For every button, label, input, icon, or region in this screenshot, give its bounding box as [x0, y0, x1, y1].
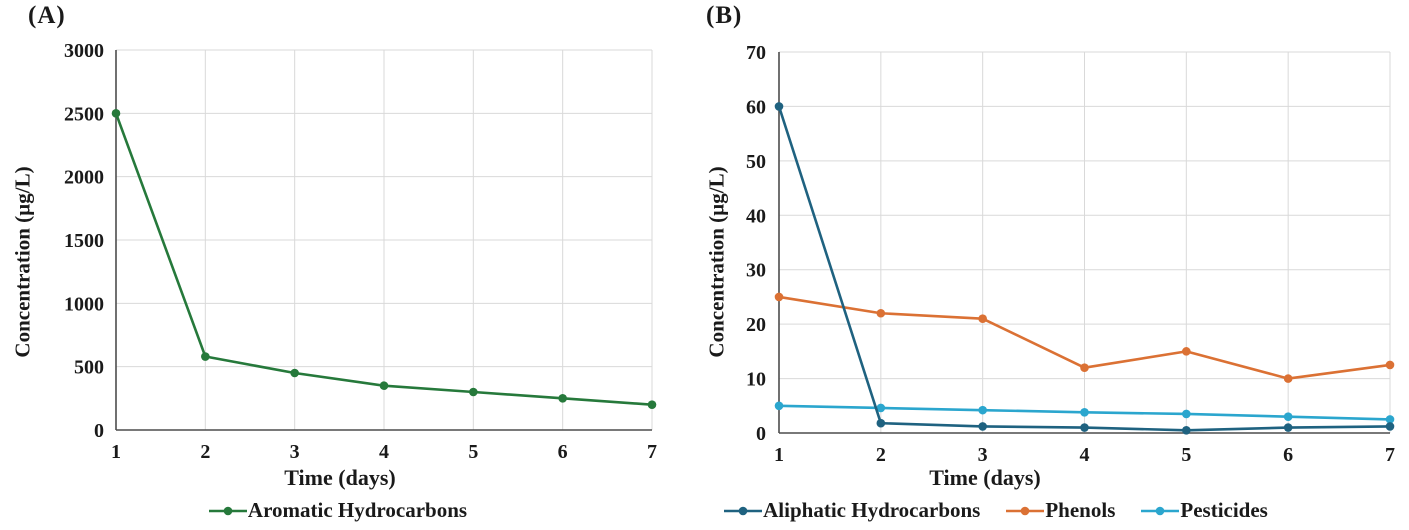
x-tick-label: 1: [111, 441, 121, 463]
y-tick-label: 50: [746, 151, 766, 173]
data-point-phenols: [1283, 374, 1293, 383]
y-tick-label: 0: [94, 420, 104, 442]
panel-b-x-axis-title: Time (days): [929, 465, 1041, 490]
legend-item-aromatic-hydrocarbons: Aromatic Hydrocarbons: [208, 498, 468, 523]
data-point-aliphatic-hydrocarbons: [1385, 422, 1395, 431]
y-tick-label: 3000: [64, 40, 104, 62]
legend-item-aliphatic-hydrocarbons: Aliphatic Hydrocarbons: [724, 498, 980, 523]
y-tick-label: 60: [746, 96, 766, 118]
legend-label: Phenols: [1045, 498, 1116, 522]
data-point-phenols: [876, 308, 886, 318]
data-point-phenols: [1080, 363, 1089, 372]
y-tick-label: 30: [746, 260, 766, 282]
y-tick-label: 20: [746, 314, 766, 336]
data-point-pesticides: [876, 403, 886, 413]
legend-label: Aliphatic Hydrocarbons: [763, 498, 981, 522]
y-tick-label: 1500: [64, 230, 104, 252]
x-tick-label: 5: [1181, 444, 1191, 466]
legend-marker-icon: [1006, 506, 1045, 515]
legend-marker-icon: [1141, 506, 1180, 515]
data-point-aromatic-hydrocarbons: [379, 381, 389, 390]
data-point-pesticides: [978, 405, 987, 415]
x-tick-label: 5: [468, 441, 478, 463]
data-point-aliphatic-hydrocarbons: [774, 102, 784, 111]
panel-a-label: (A): [28, 2, 66, 29]
x-tick-label: 4: [379, 441, 389, 463]
data-point-phenols: [1385, 360, 1395, 370]
panel-a-legend: Aromatic Hydrocarbons: [38, 498, 638, 523]
panel-b-legend: Aliphatic Hydrocarbons Phenols Pesticides: [724, 498, 1268, 523]
legend-item-pesticides: Pesticides: [1141, 498, 1268, 523]
y-tick-label: 2500: [64, 103, 104, 125]
data-point-pesticides: [1080, 408, 1089, 417]
data-point-aliphatic-hydrocarbons: [1182, 425, 1191, 435]
data-point-aliphatic-hydrocarbons: [1080, 423, 1089, 432]
panel-b-label: (B): [706, 2, 743, 29]
legend-label: Pesticides: [1180, 498, 1268, 522]
y-tick-label: 40: [746, 205, 766, 227]
y-tick-label: 500: [74, 357, 104, 379]
y-tick-label: 70: [746, 42, 766, 64]
legend-item-phenols: Phenols: [1006, 498, 1115, 523]
data-point-phenols: [1182, 347, 1191, 356]
data-point-pesticides: [1182, 409, 1191, 419]
panel-a-y-axis-title: Concentration (µg/L): [10, 166, 35, 358]
x-tick-label: 3: [978, 444, 988, 466]
y-tick-label: 10: [746, 369, 766, 391]
data-point-aromatic-hydrocarbons: [201, 352, 210, 361]
legend-marker-icon: [724, 506, 763, 515]
x-tick-label: 4: [1080, 444, 1090, 466]
legend-marker-icon: [208, 506, 247, 515]
panel-b-y-axis-title: Concentration (µg/L): [704, 166, 729, 358]
data-point-phenols: [774, 292, 784, 302]
x-tick-label: 7: [1385, 444, 1395, 466]
data-point-aromatic-hydrocarbons: [469, 387, 478, 397]
data-point-phenols: [978, 314, 987, 324]
x-tick-label: 7: [647, 441, 657, 463]
data-point-aliphatic-hydrocarbons: [876, 418, 886, 428]
y-tick-label: 0: [756, 423, 766, 445]
data-point-aromatic-hydrocarbons: [111, 109, 121, 118]
x-tick-label: 1: [774, 444, 784, 466]
data-point-aromatic-hydrocarbons: [290, 368, 299, 378]
x-tick-label: 3: [290, 441, 300, 463]
data-point-aliphatic-hydrocarbons: [1283, 423, 1293, 432]
x-tick-label: 6: [558, 441, 568, 463]
y-tick-label: 1000: [64, 293, 104, 315]
panel-a-x-axis-title: Time (days): [284, 465, 396, 490]
y-tick-label: 2000: [64, 167, 104, 189]
data-point-pesticides: [774, 401, 784, 411]
x-tick-label: 6: [1283, 444, 1293, 466]
data-point-pesticides: [1385, 415, 1395, 424]
x-tick-label: 2: [876, 444, 886, 466]
x-tick-label: 2: [200, 441, 210, 463]
data-point-aromatic-hydrocarbons: [647, 400, 657, 409]
data-point-pesticides: [1283, 412, 1293, 421]
data-point-aromatic-hydrocarbons: [558, 394, 567, 403]
data-point-aliphatic-hydrocarbons: [978, 422, 987, 431]
legend-label: Aromatic Hydrocarbons: [247, 498, 468, 522]
